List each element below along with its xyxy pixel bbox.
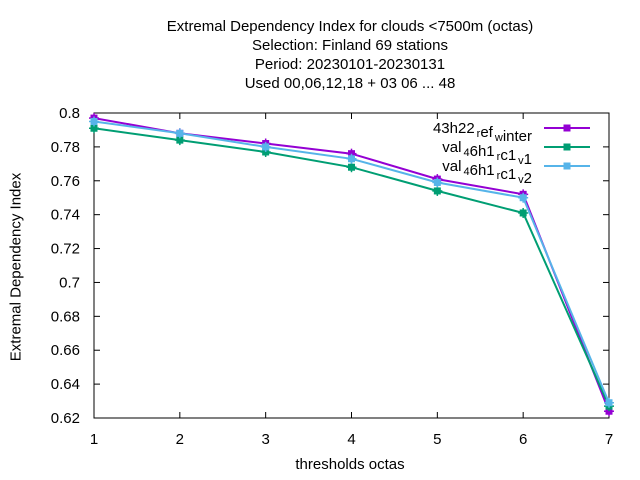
title-line-1: Extremal Dependency Index for clouds <75…	[166, 18, 534, 35]
legend-label-1: 43h22 ref winter	[433, 120, 532, 145]
x-tick-label: 6	[519, 431, 527, 448]
x-tick-label: 2	[176, 431, 184, 448]
legend-sample-marker	[563, 143, 571, 151]
y-tick-label: 0.76	[51, 173, 80, 190]
legend-label-2: val 46h1 rc1 v1	[442, 139, 532, 168]
title-line-4: Used 00,06,12,18 + 03 06 ... 48	[244, 75, 456, 92]
x-axis-label: thresholds octas	[295, 456, 405, 473]
x-tick-label: 4	[347, 431, 355, 448]
x-tick-label: 3	[261, 431, 269, 448]
legend-label-3: val 46h1 rc1 v2	[442, 158, 532, 187]
y-tick-label: 0.78	[51, 139, 80, 156]
y-tick-label: 0.64	[51, 376, 80, 393]
title-line-3: Period: 20230101-20230131	[254, 56, 446, 73]
legend-sample-marker	[563, 124, 571, 132]
y-tick-label: 0.8	[59, 105, 80, 122]
x-tick-label: 5	[433, 431, 441, 448]
y-tick-label: 0.7	[59, 274, 80, 291]
y-tick-label: 0.68	[51, 308, 80, 325]
y-tick-label: 0.72	[51, 241, 80, 258]
x-tick-label: 7	[605, 431, 613, 448]
legend-sample-marker	[563, 162, 571, 170]
y-tick-label: 0.62	[51, 410, 80, 427]
y-tick-label: 0.74	[51, 207, 80, 224]
y-tick-label: 0.66	[51, 342, 80, 359]
title-line-2: Selection: Finland 69 stations	[252, 37, 448, 54]
x-tick-label: 1	[90, 431, 98, 448]
y-axis-label: Extremal Dependency Index	[7, 172, 25, 362]
